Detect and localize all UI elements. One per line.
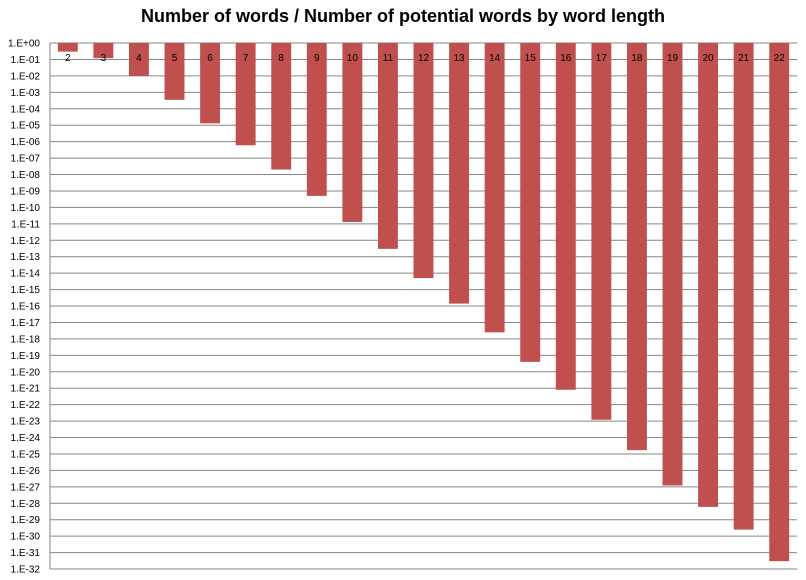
x-category-label: 6 bbox=[207, 53, 213, 64]
bar-2 bbox=[57, 43, 78, 52]
bar-6 bbox=[200, 43, 221, 124]
y-tick-label: 1.E-25 bbox=[11, 449, 41, 460]
y-tick-label: 1.E-07 bbox=[11, 154, 41, 165]
y-tick-label: 1.E-27 bbox=[11, 482, 41, 493]
x-category-label: 9 bbox=[314, 53, 320, 64]
x-category-label: 21 bbox=[738, 53, 750, 64]
x-category-label: 2 bbox=[65, 53, 71, 64]
y-tick-label: 1.E-03 bbox=[11, 88, 41, 99]
bar-22 bbox=[769, 43, 790, 562]
y-tick-label: 1.E-30 bbox=[11, 532, 41, 543]
x-category-label: 12 bbox=[418, 53, 430, 64]
bar-20 bbox=[698, 43, 719, 507]
y-tick-label: 1.E-29 bbox=[11, 515, 41, 526]
y-tick-label: 1.E-28 bbox=[11, 499, 41, 510]
y-tick-label: 1.E-13 bbox=[11, 252, 41, 263]
bar-18 bbox=[626, 43, 647, 451]
bar-7 bbox=[235, 43, 256, 146]
y-tick-label: 1.E-14 bbox=[11, 269, 41, 280]
bar-13 bbox=[449, 43, 470, 304]
chart-title: Number of words / Number of potential wo… bbox=[140, 6, 665, 26]
y-tick-label: 1.E+00 bbox=[8, 39, 40, 50]
y-tick-label: 1.E-22 bbox=[11, 400, 41, 411]
y-tick-label: 1.E-24 bbox=[11, 433, 41, 444]
y-tick-label: 1.E-04 bbox=[11, 104, 41, 115]
x-category-label: 11 bbox=[383, 53, 394, 64]
x-category-label: 7 bbox=[243, 53, 249, 64]
bar-11 bbox=[377, 43, 398, 249]
bar-8 bbox=[271, 43, 292, 170]
y-tick-label: 1.E-31 bbox=[11, 548, 41, 559]
y-tick-label: 1.E-05 bbox=[11, 121, 41, 132]
y-tick-label: 1.E-32 bbox=[11, 565, 41, 576]
y-tick-label: 1.E-02 bbox=[11, 71, 41, 82]
y-tick-label: 1.E-01 bbox=[11, 55, 41, 66]
x-category-label: 19 bbox=[667, 53, 679, 64]
y-tick-label: 1.E-10 bbox=[11, 203, 41, 214]
y-tick-label: 1.E-19 bbox=[11, 351, 41, 362]
y-tick-label: 1.E-06 bbox=[11, 137, 41, 148]
bar-12 bbox=[413, 43, 434, 279]
y-tick-label: 1.E-17 bbox=[11, 318, 41, 329]
y-tick-label: 1.E-09 bbox=[11, 186, 41, 197]
x-category-label: 4 bbox=[136, 53, 142, 64]
bar-3 bbox=[93, 43, 114, 59]
bar-4 bbox=[128, 43, 149, 76]
bar-16 bbox=[555, 43, 576, 390]
x-category-label: 5 bbox=[172, 53, 178, 64]
bar-15 bbox=[520, 43, 541, 362]
y-tick-label: 1.E-15 bbox=[11, 285, 41, 296]
x-category-label: 20 bbox=[703, 53, 715, 64]
y-tick-label: 1.E-16 bbox=[11, 302, 41, 313]
y-tick-label: 1.E-21 bbox=[11, 384, 41, 395]
bar-14 bbox=[484, 43, 505, 333]
y-tick-label: 1.E-20 bbox=[11, 367, 41, 378]
x-category-label: 8 bbox=[278, 53, 284, 64]
bar-19 bbox=[662, 43, 683, 486]
bar-5 bbox=[164, 43, 185, 100]
x-category-label: 22 bbox=[774, 53, 786, 64]
y-tick-label: 1.E-08 bbox=[11, 170, 41, 181]
x-category-label: 16 bbox=[560, 53, 572, 64]
bar-9 bbox=[306, 43, 327, 196]
x-category-label: 14 bbox=[489, 53, 501, 64]
y-tick-label: 1.E-12 bbox=[11, 236, 41, 247]
y-tick-label: 1.E-18 bbox=[11, 334, 41, 345]
bar-10 bbox=[342, 43, 363, 222]
x-category-label: 13 bbox=[454, 53, 466, 64]
y-tick-label: 1.E-26 bbox=[11, 466, 41, 477]
bar-17 bbox=[591, 43, 612, 420]
x-category-label: 3 bbox=[101, 53, 107, 64]
x-category-label: 10 bbox=[347, 53, 359, 64]
x-category-label: 15 bbox=[525, 53, 537, 64]
y-tick-label: 1.E-23 bbox=[11, 417, 41, 428]
y-tick-label: 1.E-11 bbox=[11, 219, 40, 230]
x-category-label: 17 bbox=[596, 53, 608, 64]
x-category-label: 18 bbox=[631, 53, 643, 64]
bar-21 bbox=[733, 43, 754, 530]
